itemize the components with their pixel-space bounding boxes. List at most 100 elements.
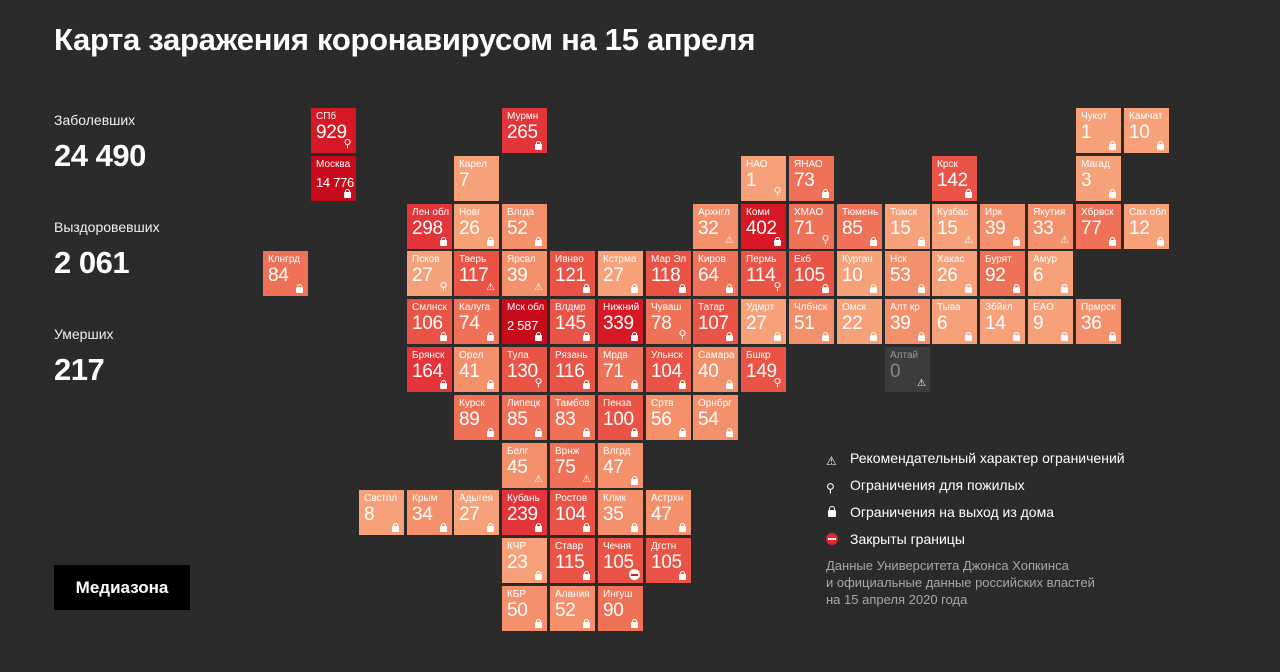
region-cases: 105 (794, 265, 825, 286)
region-cases: 339 (603, 313, 634, 334)
region-name: Тамбов (555, 398, 590, 409)
region-name: Псков (412, 254, 440, 265)
region-cases: 118 (651, 265, 681, 286)
region-tile: Ивнво 121 (550, 251, 595, 296)
elderly-person-icon (677, 330, 688, 341)
no-entry-icon (826, 532, 838, 545)
lock-icon (581, 521, 592, 532)
elderly-person-icon (438, 282, 449, 293)
region-cases: 3 (1081, 170, 1092, 191)
region-cases: 105 (651, 552, 682, 573)
region-name: Ростов (555, 493, 588, 504)
region-cases: 52 (555, 600, 576, 621)
lock-icon (342, 187, 353, 198)
elderly-person-icon (820, 235, 831, 246)
region-tile: ЯНАО 73 (789, 156, 834, 201)
region-tile: Чукот 1 (1076, 108, 1121, 153)
region-cases: 51 (794, 313, 815, 334)
region-cases: 74 (459, 313, 480, 334)
region-tile: Чечня 105 (598, 538, 643, 583)
region-tile: Томск 15 (885, 204, 930, 249)
region-tile: Курск 89 (454, 395, 499, 440)
dead-label: Умерших (54, 326, 114, 342)
region-name: Нск (890, 254, 907, 265)
region-tile: НАО 1 (741, 156, 786, 201)
region-tile: Сах обл 12 (1124, 204, 1169, 249)
region-cases: 100 (603, 409, 634, 430)
region-name: Клмк (603, 493, 626, 504)
region-name: Крск (937, 159, 958, 170)
legend-item-borders: Закрыты границы (826, 525, 1125, 552)
region-tile: Самара 40 (693, 347, 738, 392)
region-cases: 239 (507, 504, 538, 525)
lock-icon (677, 426, 688, 437)
region-tile: Архнгл 32 (693, 204, 738, 249)
lock-icon (485, 521, 496, 532)
warning-triangle-icon (963, 235, 974, 246)
region-cases: 2 587 (507, 318, 539, 333)
mediazona-logo[interactable]: Медиазона (54, 565, 190, 610)
region-name: Самара (698, 350, 735, 361)
region-name: Пенза (603, 398, 632, 409)
region-name: Калуга (459, 302, 491, 313)
region-name: Влдмр (555, 302, 586, 313)
region-cases: 14 (985, 313, 1006, 334)
region-cases: 36 (1081, 313, 1102, 334)
region-name: Камчат (1129, 111, 1163, 122)
lock-icon (485, 378, 496, 389)
warning-triangle-icon (485, 282, 496, 293)
region-name: Ярсвл (507, 254, 536, 265)
region-tile: Клнгрд 84 (263, 251, 308, 296)
region-tile: Тверь 117 (454, 251, 499, 296)
lock-icon (820, 330, 831, 341)
region-cases: 164 (412, 361, 443, 382)
legend-lockdown-label: Ограничения на выход из дома (850, 503, 1055, 520)
lock-icon (438, 521, 449, 532)
elderly-person-icon (772, 378, 783, 389)
region-cases: 9 (1033, 313, 1044, 334)
legend-borders-label: Закрыты границы (850, 530, 965, 547)
lock-icon (581, 426, 592, 437)
lock-icon (485, 235, 496, 246)
region-name: Москва (316, 159, 351, 170)
region-name: Клнгрд (268, 254, 300, 265)
warning-triangle-icon (533, 282, 544, 293)
legend-advisory-label: Рекомендательный характер ограничений (850, 449, 1125, 466)
region-cases: 54 (698, 409, 719, 430)
region-tile: Камчат 10 (1124, 108, 1169, 153)
lock-icon (724, 330, 735, 341)
lock-icon (294, 282, 305, 293)
no-entry-icon (629, 569, 640, 580)
region-name: Чуваш (651, 302, 682, 313)
region-name: Екб (794, 254, 811, 265)
region-tile: Псков 27 (407, 251, 452, 296)
region-cases: 90 (603, 600, 624, 621)
region-cases: 402 (746, 218, 777, 239)
lock-icon (963, 330, 974, 341)
region-cases: 15 (937, 218, 958, 239)
region-tile: Киров 64 (693, 251, 738, 296)
region-cases: 298 (412, 218, 443, 239)
region-name: Сртв (651, 398, 674, 409)
region-tile: Бшкр 149 (741, 347, 786, 392)
region-name: Ивнво (555, 254, 584, 265)
page-title: Карта заражения коронавирусом на 15 апре… (54, 22, 756, 57)
recovered-value: 2 061 (54, 245, 130, 280)
region-name: Ульнск (651, 350, 683, 361)
region-tile: Удмрт 27 (741, 299, 786, 344)
region-cases: 85 (842, 218, 863, 239)
region-name: Тюмень (842, 207, 879, 218)
lock-icon (963, 282, 974, 293)
region-name: Татар (698, 302, 725, 313)
region-tile: Калуга 74 (454, 299, 499, 344)
region-tile: Пермь 114 (741, 251, 786, 296)
region-tile: Влгда 52 (502, 204, 547, 249)
lock-icon (1011, 235, 1022, 246)
source-line-1: Данные Университета Джонса Хопкинса (826, 558, 1069, 573)
region-name: Ставр (555, 541, 584, 552)
region-cases: 53 (890, 265, 911, 286)
region-cases: 78 (651, 313, 672, 334)
legend-item-advisory: Рекомендательный характер ограничений (826, 444, 1125, 471)
region-tile: Кубань 239 (502, 490, 547, 535)
region-cases: 41 (459, 361, 480, 382)
